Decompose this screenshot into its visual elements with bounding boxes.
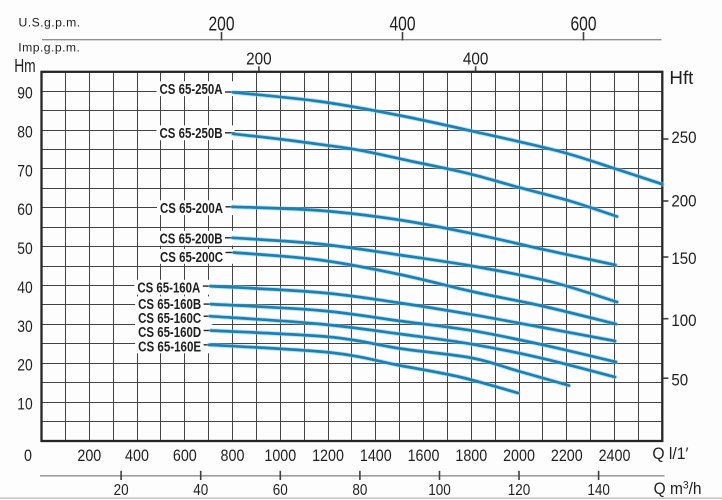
svg-text:100: 100 (428, 482, 450, 499)
svg-text:120: 120 (508, 482, 530, 499)
svg-text:CS 65-160C: CS 65-160C (138, 310, 201, 327)
svg-text:20: 20 (17, 357, 32, 375)
svg-text:400: 400 (125, 447, 149, 465)
svg-text:90: 90 (17, 85, 32, 103)
svg-text:Hm: Hm (14, 56, 36, 76)
svg-text:CS 65-250A: CS 65-250A (160, 81, 223, 98)
svg-text:CS 65-250B: CS 65-250B (160, 125, 223, 142)
svg-text:CS 65-200B: CS 65-200B (160, 230, 223, 247)
svg-text:150: 150 (671, 250, 696, 268)
svg-text:0: 0 (24, 447, 32, 465)
svg-text:U.S.g.p.m.: U.S.g.p.m. (19, 16, 81, 30)
svg-text:1600: 1600 (408, 447, 440, 465)
svg-text:CS 65-160E: CS 65-160E (138, 338, 201, 355)
svg-text:60: 60 (17, 201, 32, 219)
svg-text:200: 200 (208, 13, 234, 36)
svg-text:Q m3/h: Q m3/h (654, 479, 702, 498)
svg-text:30: 30 (17, 318, 32, 336)
svg-text:1200: 1200 (312, 447, 344, 465)
svg-text:CS 65-200A: CS 65-200A (160, 200, 223, 217)
svg-text:400: 400 (389, 13, 415, 36)
svg-text:250: 250 (671, 129, 696, 147)
svg-text:60: 60 (273, 482, 288, 499)
svg-text:200: 200 (77, 447, 101, 465)
svg-text:600: 600 (570, 13, 596, 36)
svg-text:1000: 1000 (264, 447, 296, 465)
svg-text:2400: 2400 (599, 447, 631, 465)
svg-text:2000: 2000 (503, 447, 535, 465)
svg-text:80: 80 (352, 482, 367, 499)
svg-text:70: 70 (17, 162, 32, 180)
svg-text:20: 20 (114, 482, 129, 499)
svg-text:1400: 1400 (360, 447, 392, 465)
svg-text:140: 140 (587, 482, 609, 499)
svg-text:400: 400 (463, 50, 488, 69)
svg-text:Q l/1′: Q l/1′ (652, 445, 688, 463)
svg-text:800: 800 (221, 447, 245, 465)
svg-text:600: 600 (173, 447, 197, 465)
svg-text:CS 65-160A: CS 65-160A (137, 279, 200, 296)
svg-text:80: 80 (17, 124, 32, 142)
svg-text:200: 200 (246, 50, 271, 69)
svg-text:10: 10 (17, 396, 32, 414)
svg-text:CS 65-160D: CS 65-160D (138, 324, 201, 341)
svg-text:Imp.g.p.m.: Imp.g.p.m. (18, 40, 80, 54)
svg-text:50: 50 (671, 372, 688, 390)
svg-text:40: 40 (17, 279, 32, 297)
svg-text:CS 65-200C: CS 65-200C (160, 248, 223, 265)
svg-text:40: 40 (193, 482, 208, 499)
svg-text:100: 100 (671, 312, 696, 330)
svg-text:200: 200 (671, 193, 696, 211)
svg-text:CS 65-160B: CS 65-160B (138, 296, 201, 313)
svg-text:50: 50 (17, 240, 32, 258)
svg-text:Hft: Hft (669, 67, 693, 88)
svg-text:1800: 1800 (455, 447, 487, 465)
svg-text:2200: 2200 (551, 447, 583, 465)
